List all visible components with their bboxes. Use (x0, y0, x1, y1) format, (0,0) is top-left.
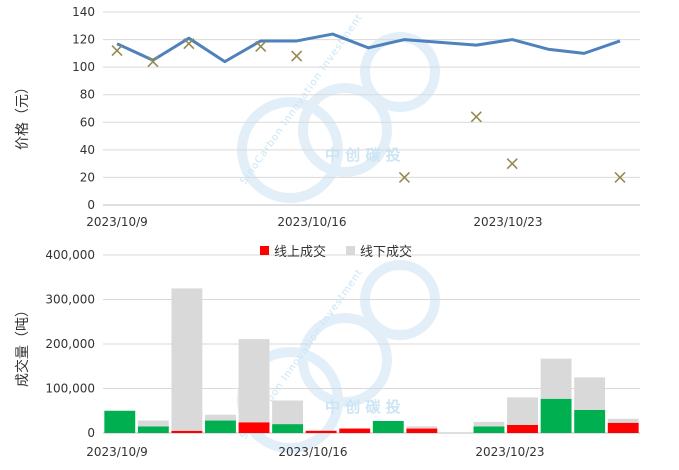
price-chart: 0 20 40 60 80 100 120 140 价格（元） 2023/10/9 2023/10/… (15, 5, 640, 229)
volume-bar-online (574, 409, 606, 433)
price-y-tick-label: 120 (72, 33, 95, 47)
price-x-tick-label: 2023/10/16 (277, 215, 346, 229)
price-marker-x (147, 56, 159, 68)
volume-bar-offline (137, 420, 169, 427)
volume-bar-online (540, 398, 572, 433)
price-marker-x (506, 158, 518, 170)
volume-bar-offline (607, 418, 639, 423)
price-x-tick-label: 2023/10/9 (86, 215, 148, 229)
price-line-series (116, 32, 621, 64)
volume-y-tick-label: 300,000 (45, 293, 95, 307)
price-marker-stroke (506, 158, 518, 170)
volume-y-axis-title: 成交量（吨） (14, 303, 31, 387)
volume-bar-online (305, 430, 337, 433)
price-marker-stroke (183, 38, 195, 50)
price-marker-stroke (470, 111, 482, 123)
volume-bar-offline (574, 377, 606, 410)
volume-bar-offline (473, 421, 505, 427)
volume-bar-online (372, 420, 404, 433)
volume-bar-online (339, 428, 371, 433)
price-y-axis-title: 价格（元） (15, 80, 31, 150)
price-marker-x (111, 45, 123, 57)
price-marker-stroke (398, 171, 410, 183)
volume-x-tick-label: 2023/10/23 (475, 445, 544, 459)
volume-bar-online (104, 410, 136, 433)
price-y-tick-label: 80 (80, 88, 95, 102)
volume-x-tick-label: 2023/10/16 (278, 445, 347, 459)
price-marker-stroke (291, 50, 303, 62)
price-y-tick-label: 0 (87, 198, 95, 212)
volume-bar-offline (272, 400, 304, 425)
volume-legend: 线上成交 线下成交 (260, 244, 412, 260)
volume-bar-offline (171, 288, 203, 431)
price-y-tick-label: 100 (72, 60, 95, 74)
volume-bar-online (607, 422, 639, 433)
price-marker-x (398, 171, 410, 183)
price-y-tick-label: 60 (80, 115, 95, 129)
volume-x-tick-label: 2023/10/9 (86, 445, 148, 459)
volume-bar-online (272, 424, 304, 433)
volume-bar-online (137, 426, 169, 433)
price-marker-x (614, 171, 626, 183)
price-marker-stroke (111, 45, 123, 57)
price-marker-stroke (614, 171, 626, 183)
price-marker-stroke (147, 56, 159, 68)
price-marker-x (183, 38, 195, 50)
price-marker-x (470, 111, 482, 123)
price-y-tick-label: 140 (72, 5, 95, 19)
volume-bar-online (238, 422, 270, 433)
volume-y-tick-label: 400,000 (45, 248, 95, 262)
volume-y-tick-label: 100,000 (45, 382, 95, 396)
price-y-tick-label: 20 (80, 170, 95, 184)
volume-bar-offline (238, 339, 270, 423)
legend-swatch-online (260, 246, 269, 255)
volume-y-tick-label: 200,000 (45, 337, 95, 351)
volume-bar-offline (540, 358, 572, 399)
volume-bar-offline (507, 397, 538, 425)
price-x-tick-label: 2023/10/23 (473, 215, 542, 229)
volume-chart: 0 100,000 200,000 300,000 400,000 成交量（吨） 2023/… (14, 244, 640, 459)
legend-swatch-offline (346, 246, 355, 255)
volume-bar-online (507, 424, 538, 433)
volume-bar-online (406, 428, 438, 433)
volume-y-tick-label: 0 (87, 426, 95, 440)
price-marker-stroke (255, 40, 267, 53)
legend-label-online: 线上成交 (274, 244, 326, 260)
watermark-cn-text-2: 中 创 碳 投 (325, 398, 401, 416)
volume-bar-online (205, 420, 236, 433)
volume-bar-online (171, 430, 203, 433)
watermark-cn-text: 中 创 碳 投 (325, 146, 401, 164)
legend-label-offline: 线下成交 (360, 244, 412, 260)
price-y-tick-label: 40 (80, 143, 95, 157)
volume-bar-offline (406, 426, 438, 429)
price-marker-x (291, 50, 303, 62)
price-marker-x (255, 40, 267, 53)
volume-bar-offline (205, 414, 236, 421)
volume-bar-online (473, 426, 505, 433)
